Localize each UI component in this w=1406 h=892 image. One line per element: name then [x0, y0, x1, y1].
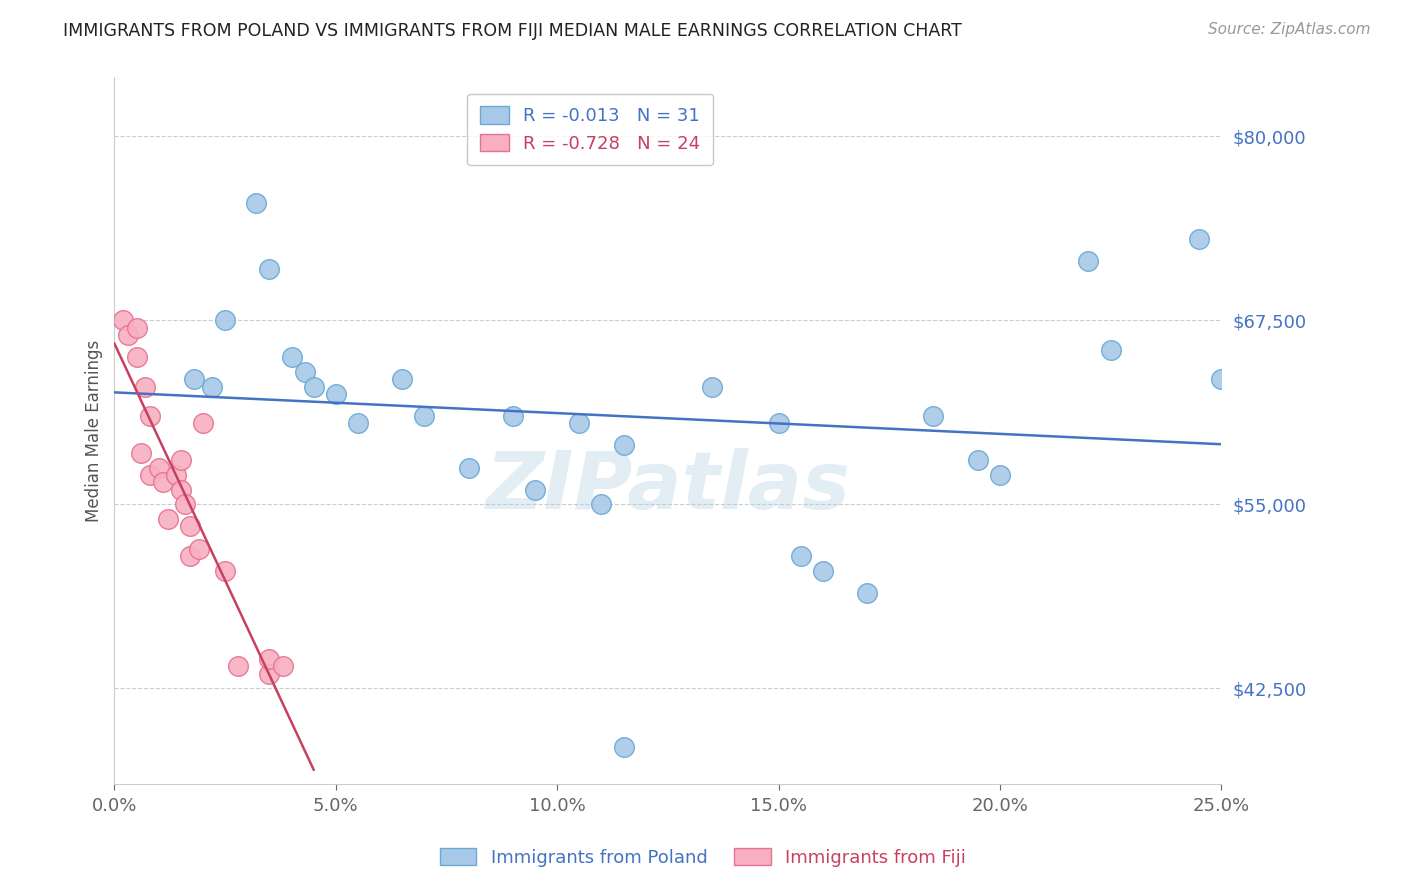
Point	[170, 453, 193, 467]
Point	[191, 417, 214, 431]
Point	[502, 409, 524, 423]
Point	[568, 417, 591, 431]
Point	[591, 497, 613, 511]
Point	[214, 313, 236, 327]
Legend: R = -0.013   N = 31, R = -0.728   N = 24: R = -0.013 N = 31, R = -0.728 N = 24	[468, 94, 713, 165]
Point	[1188, 232, 1211, 246]
Point	[966, 453, 988, 467]
Point	[139, 409, 162, 423]
Point	[125, 320, 148, 334]
Point	[139, 467, 162, 482]
Point	[922, 409, 945, 423]
Point	[700, 379, 723, 393]
Point	[302, 379, 325, 393]
Point	[259, 666, 281, 681]
Point	[1077, 254, 1099, 268]
Point	[125, 350, 148, 364]
Point	[170, 483, 193, 497]
Point	[245, 195, 267, 210]
Text: Source: ZipAtlas.com: Source: ZipAtlas.com	[1208, 22, 1371, 37]
Point	[524, 483, 547, 497]
Point	[259, 261, 281, 276]
Point	[988, 467, 1011, 482]
Point	[117, 328, 139, 343]
Point	[294, 365, 316, 379]
Point	[347, 417, 370, 431]
Point	[325, 387, 347, 401]
Point	[768, 417, 790, 431]
Point	[165, 467, 187, 482]
Point	[789, 549, 811, 563]
Legend: Immigrants from Poland, Immigrants from Fiji: Immigrants from Poland, Immigrants from …	[433, 841, 973, 874]
Point	[856, 585, 879, 599]
Point	[179, 549, 201, 563]
Point	[179, 519, 201, 533]
Point	[413, 409, 436, 423]
Point	[129, 446, 152, 460]
Point	[1211, 372, 1233, 386]
Point	[613, 740, 636, 755]
Point	[112, 313, 135, 327]
Point	[174, 497, 197, 511]
Point	[214, 564, 236, 578]
Point	[811, 564, 834, 578]
Text: ZIPatlas: ZIPatlas	[485, 449, 851, 526]
Y-axis label: Median Male Earnings: Median Male Earnings	[86, 340, 103, 522]
Point	[1099, 343, 1122, 357]
Point	[271, 659, 294, 673]
Text: IMMIGRANTS FROM POLAND VS IMMIGRANTS FROM FIJI MEDIAN MALE EARNINGS CORRELATION : IMMIGRANTS FROM POLAND VS IMMIGRANTS FRO…	[63, 22, 962, 40]
Point	[201, 379, 224, 393]
Point	[152, 475, 174, 490]
Point	[148, 460, 170, 475]
Point	[228, 659, 250, 673]
Point	[134, 379, 156, 393]
Point	[457, 460, 479, 475]
Point	[613, 438, 636, 452]
Point	[183, 372, 205, 386]
Point	[391, 372, 413, 386]
Point	[280, 350, 302, 364]
Point	[187, 541, 209, 556]
Point	[259, 652, 281, 666]
Point	[156, 512, 179, 526]
